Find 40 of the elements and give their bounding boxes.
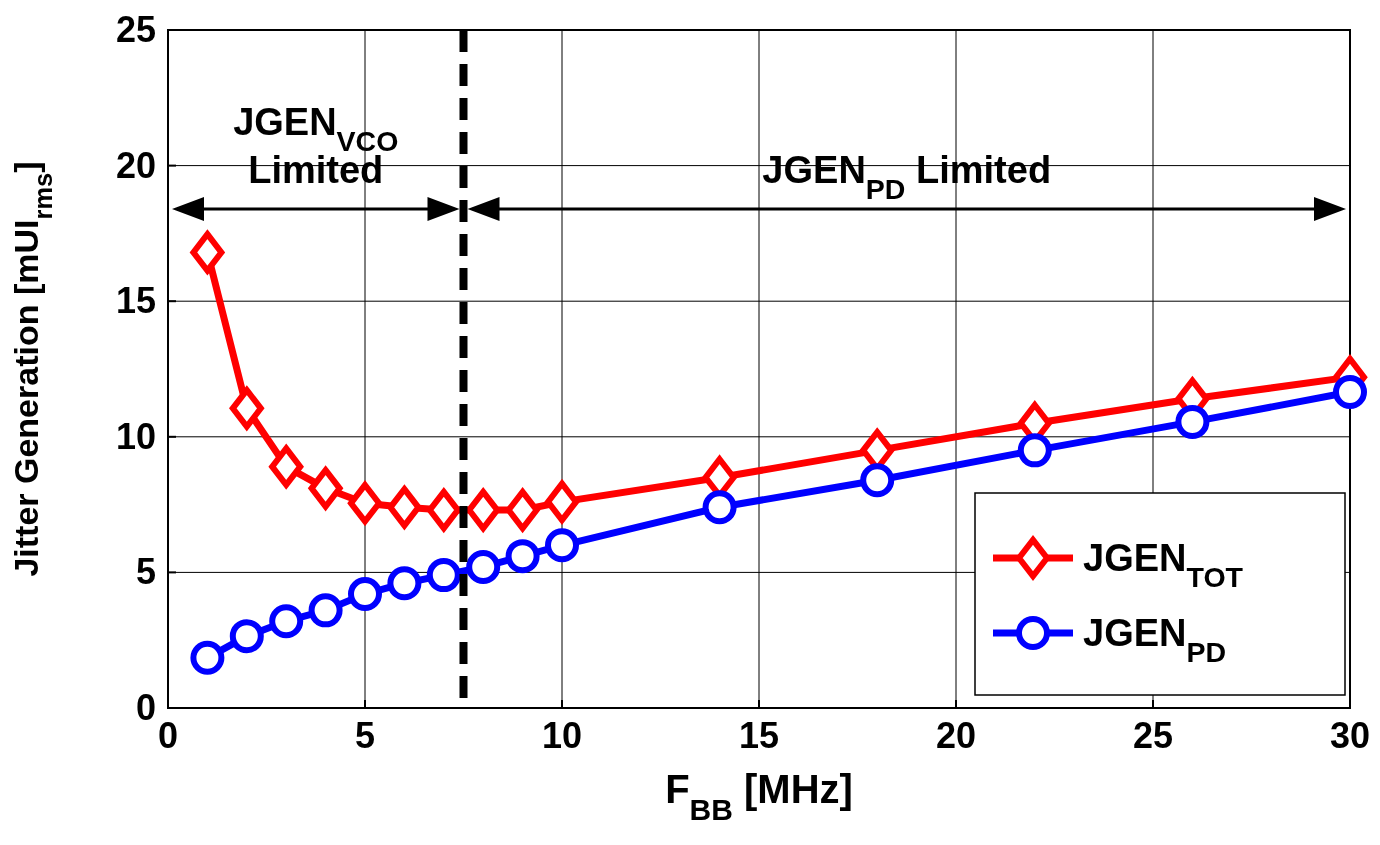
- point: [308, 467, 343, 510]
- point: [860, 463, 895, 498]
- point: [269, 604, 304, 639]
- y-tick-label: 20: [115, 144, 156, 186]
- point: [308, 593, 343, 628]
- point: [190, 231, 225, 274]
- x-tick-label: 20: [935, 715, 977, 756]
- point: [426, 487, 461, 534]
- point: [702, 490, 737, 525]
- point: [426, 558, 461, 593]
- y-tick-label: 10: [115, 415, 156, 457]
- point: [1333, 375, 1367, 410]
- point: [348, 482, 382, 525]
- point: [1175, 404, 1210, 439]
- x-tick-label: 15: [738, 715, 780, 756]
- legend-label: JGEN$_{TOT}$: [1083, 537, 1244, 593]
- point: [229, 387, 264, 430]
- x-axis-title: F$_{BB}$ [MHz]: [665, 767, 853, 826]
- point: [466, 487, 501, 534]
- point: [348, 577, 382, 612]
- point: [387, 566, 422, 601]
- point: [545, 480, 579, 524]
- point: [466, 549, 501, 584]
- point: [387, 486, 422, 529]
- point: [269, 445, 304, 488]
- y-tick-label: 0: [135, 687, 156, 728]
- y-tick-label: 15: [115, 280, 156, 322]
- x-tick-label: 5: [354, 715, 376, 756]
- y-tick-label: 5: [135, 551, 156, 593]
- x-tick-label: 25: [1132, 715, 1174, 756]
- x-tick-label: 10: [541, 715, 583, 756]
- legend-label: JGEN$_{PD}$: [1083, 612, 1227, 668]
- point: [1017, 433, 1052, 468]
- point: [505, 539, 540, 574]
- y-tick-label: 25: [115, 9, 156, 50]
- x-tick-label: 30: [1329, 715, 1371, 756]
- point: [505, 487, 541, 534]
- point: [545, 528, 579, 563]
- point: [190, 640, 225, 675]
- point: [229, 619, 264, 654]
